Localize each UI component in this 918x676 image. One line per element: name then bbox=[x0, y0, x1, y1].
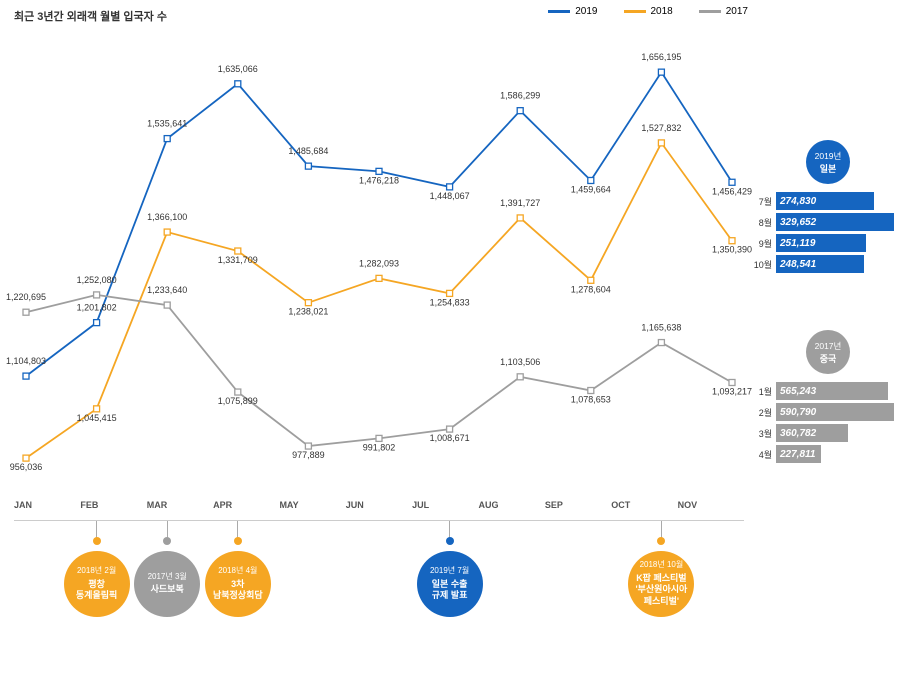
svg-text:1,045,415: 1,045,415 bbox=[77, 413, 117, 423]
stat-row: 3월 360,782 bbox=[748, 424, 908, 442]
svg-text:1,220,695: 1,220,695 bbox=[6, 292, 46, 302]
event-marker: 2018년 10월 K팝 페스티벌'부산원아시아페스티벌' bbox=[628, 521, 694, 617]
svg-text:1,254,833: 1,254,833 bbox=[430, 297, 470, 307]
x-label: MAY bbox=[279, 500, 345, 510]
event-marker: 2018년 2월 평창동계올림픽 bbox=[64, 521, 130, 617]
line-chart: 1,104,8031,201,8021,535,6411,635,0661,48… bbox=[14, 30, 744, 495]
svg-text:1,535,641: 1,535,641 bbox=[147, 119, 187, 129]
side-stats: 2019년일본 7월 274,830 8월 329,652 9월 251,119… bbox=[748, 140, 908, 276]
svg-text:991,802: 991,802 bbox=[363, 442, 396, 452]
svg-text:1,448,067: 1,448,067 bbox=[430, 191, 470, 201]
x-label: JUN bbox=[346, 500, 412, 510]
x-label: OCT bbox=[611, 500, 677, 510]
svg-text:1,656,195: 1,656,195 bbox=[641, 52, 681, 62]
svg-text:1,103,506: 1,103,506 bbox=[500, 357, 540, 367]
event-marker: 2019년 7월 일본 수출규제 발표 bbox=[417, 521, 483, 617]
legend-item: 2017 bbox=[699, 6, 748, 17]
svg-text:1,104,803: 1,104,803 bbox=[6, 356, 46, 366]
svg-text:1,635,066: 1,635,066 bbox=[218, 64, 258, 74]
svg-text:1,252,080: 1,252,080 bbox=[77, 275, 117, 285]
svg-text:1,459,664: 1,459,664 bbox=[571, 184, 611, 194]
x-axis-labels: JANFEBMARAPRMAYJUNJULAUGSEPOCTNOV bbox=[14, 500, 744, 510]
svg-text:1,008,671: 1,008,671 bbox=[430, 433, 470, 443]
svg-text:1,456,429: 1,456,429 bbox=[712, 186, 752, 196]
stat-row: 7월 274,830 bbox=[748, 192, 908, 210]
legend-item: 2018 bbox=[624, 6, 673, 17]
x-label: JUL bbox=[412, 500, 478, 510]
svg-text:1,366,100: 1,366,100 bbox=[147, 212, 187, 222]
x-label: APR bbox=[213, 500, 279, 510]
event-marker: 2018년 4월 3차남북정상회담 bbox=[205, 521, 271, 617]
svg-text:1,238,021: 1,238,021 bbox=[288, 307, 328, 317]
x-label: SEP bbox=[545, 500, 611, 510]
x-label: MAR bbox=[147, 500, 213, 510]
x-label: NOV bbox=[678, 500, 744, 510]
event-marker: 2017년 3월 사드보복 bbox=[134, 521, 200, 617]
svg-text:1,165,638: 1,165,638 bbox=[641, 323, 681, 333]
svg-text:1,331,709: 1,331,709 bbox=[218, 255, 258, 265]
stat-row: 9월 251,119 bbox=[748, 234, 908, 252]
stat-row: 8월 329,652 bbox=[748, 213, 908, 231]
stat-row: 1월 565,243 bbox=[748, 382, 908, 400]
svg-text:1,476,218: 1,476,218 bbox=[359, 175, 399, 185]
x-label: FEB bbox=[80, 500, 146, 510]
svg-text:977,889: 977,889 bbox=[292, 450, 325, 460]
svg-text:1,233,640: 1,233,640 bbox=[147, 285, 187, 295]
legend-item: 2019 bbox=[548, 6, 597, 17]
svg-text:956,036: 956,036 bbox=[10, 462, 43, 472]
svg-text:1,485,684: 1,485,684 bbox=[288, 146, 328, 156]
side-stats: 2017년중국 1월 565,243 2월 590,790 3월 360,782… bbox=[748, 330, 908, 466]
chart-title: 최근 3년간 외래객 월별 입국자 수 bbox=[14, 8, 167, 24]
event-annotations: 2018년 2월 평창동계올림픽 2017년 3월 사드보복 2018년 4월 … bbox=[14, 520, 744, 670]
x-label: AUG bbox=[479, 500, 545, 510]
svg-text:1,282,093: 1,282,093 bbox=[359, 258, 399, 268]
svg-text:1,586,299: 1,586,299 bbox=[500, 91, 540, 101]
svg-text:1,201,802: 1,201,802 bbox=[77, 303, 117, 313]
x-label: JAN bbox=[14, 500, 80, 510]
svg-text:1,078,653: 1,078,653 bbox=[571, 395, 611, 405]
svg-text:1,391,727: 1,391,727 bbox=[500, 198, 540, 208]
svg-text:1,093,217: 1,093,217 bbox=[712, 386, 752, 396]
svg-text:1,075,899: 1,075,899 bbox=[218, 396, 258, 406]
legend: 2019 2018 2017 bbox=[548, 6, 748, 17]
svg-text:1,527,832: 1,527,832 bbox=[641, 123, 681, 133]
svg-text:1,350,390: 1,350,390 bbox=[712, 245, 752, 255]
stat-row: 4월 227,811 bbox=[748, 445, 908, 463]
svg-text:1,278,604: 1,278,604 bbox=[571, 284, 611, 294]
stat-row: 2월 590,790 bbox=[748, 403, 908, 421]
stat-row: 10월 248,541 bbox=[748, 255, 908, 273]
